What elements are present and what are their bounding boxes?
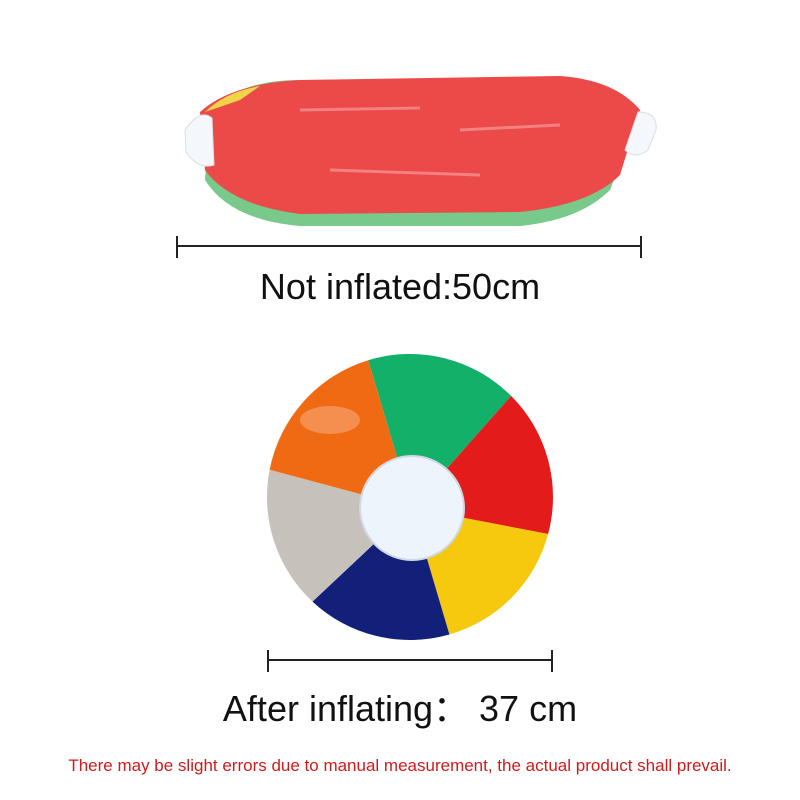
measure-line-inflated (267, 650, 553, 672)
ball-highlight (300, 406, 360, 434)
deflated-ball (184, 76, 657, 226)
not-inflated-label: Not inflated:50cm (259, 266, 541, 307)
inflated-beach-ball (267, 353, 553, 640)
ball-valve-cap (359, 455, 465, 561)
after-inflating-label: After inflating： 37 cm (222, 688, 578, 729)
disclaimer-text: There may be slight errors due to manual… (68, 756, 732, 775)
measure-line-deflated (176, 236, 642, 258)
